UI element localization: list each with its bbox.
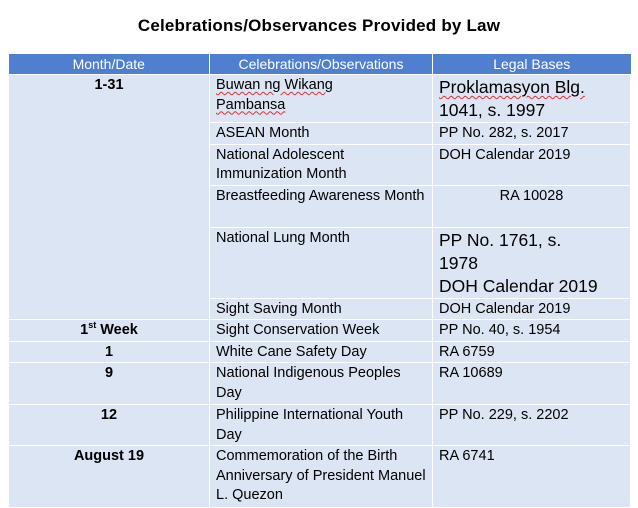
column-header-legal-bases: Legal Bases <box>432 54 631 75</box>
date-cell: 1st Week <box>8 319 210 342</box>
date-ordinal-suffix: st <box>88 320 97 331</box>
legal-basis-cell: PP No. 1761, s. 1978 DOH Calendar 2019 <box>432 226 631 299</box>
legal-basis-text: 1978 <box>439 252 478 273</box>
column-header-month-date: Month/Date <box>8 54 210 75</box>
date-number: 1 <box>80 322 89 338</box>
celebration-cell: Buwan ng Wikang Pambansa <box>209 74 433 123</box>
table-row: 12 Philippine International Youth Day PP… <box>8 404 631 446</box>
celebration-cell: National Adolescent Immunization Month <box>209 143 433 186</box>
legal-basis-text: 1041, s. 1997 <box>439 100 546 120</box>
celebration-text: Buwan ng Wikang <box>216 77 333 93</box>
legal-basis-cell: PP No. 40, s. 1954 <box>432 319 631 342</box>
legal-basis-cell: RA 6759 <box>432 340 631 363</box>
legal-basis-text: PP No. 1761, s. <box>439 229 562 250</box>
table-row: Sight Saving Month DOH Calendar 2019 <box>9 297 631 320</box>
legal-basis-cell: PP No. 282, s. 2017 <box>432 122 631 145</box>
celebration-cell: National Indigenous Peoples Day <box>209 362 433 405</box>
celebration-cell: Commemoration of the Birth Anniversary o… <box>209 445 433 508</box>
legal-basis-cell: RA 6741 <box>432 445 631 508</box>
celebration-cell: National Lung Month <box>209 226 433 299</box>
legal-basis-cell: DOH Calendar 2019 <box>432 143 631 186</box>
table-header-row: Month/Date Celebrations/Observations Leg… <box>8 54 631 75</box>
table-row: National Adolescent Immunization Month D… <box>9 143 631 186</box>
table-row: Breastfeeding Awareness Month RA 10028 <box>9 184 631 228</box>
date-suffix-text: Week <box>96 322 138 338</box>
celebration-cell: Breastfeeding Awareness Month <box>209 184 433 228</box>
table-row: 1-31 Buwan ng Wikang Pambansa Proklamasy… <box>8 74 631 320</box>
celebration-text: Pambansa <box>216 96 286 113</box>
date-cell: 12 <box>8 404 210 446</box>
celebration-cell: ASEAN Month <box>209 122 433 145</box>
table-row: 1st Week Sight Conservation Week PP No. … <box>8 319 631 342</box>
column-header-celebrations: Celebrations/Observations <box>209 54 433 75</box>
table-row: ASEAN Month PP No. 282, s. 2017 <box>9 122 631 145</box>
document-title: Celebrations/Observances Provided by Law <box>137 16 501 35</box>
table-row: 9 National Indigenous Peoples Day RA 106… <box>8 362 631 405</box>
date-cell: 9 <box>8 362 210 405</box>
date-cell: 1 <box>8 340 210 363</box>
table-row: August 19 Commemoration of the Birth Ann… <box>8 445 631 508</box>
celebration-cell: Philippine International Youth Day <box>209 404 433 446</box>
date-cell: August 19 <box>8 445 210 508</box>
legal-basis-cell: PP No. 229, s. 2202 <box>432 404 631 446</box>
celebration-cell: Sight Saving Month <box>209 297 433 320</box>
legal-basis-text: DOH Calendar 2019 <box>439 275 598 296</box>
legal-basis-text: Proklamasyon Blg. <box>439 77 585 97</box>
legal-basis-cell: Proklamasyon Blg. 1041, s. 1997 <box>432 74 631 123</box>
observances-table: Month/Date Celebrations/Observations Leg… <box>8 54 631 508</box>
celebration-cell: White Cane Safety Day <box>209 340 433 363</box>
table-row: National Lung Month PP No. 1761, s. 1978… <box>9 226 631 299</box>
date-cell: 1-31 <box>8 74 210 320</box>
legal-basis-cell: RA 10689 <box>432 362 631 405</box>
legal-basis-cell: DOH Calendar 2019 <box>432 297 631 320</box>
celebration-cell: Sight Conservation Week <box>209 319 433 342</box>
table-row: 1 White Cane Safety Day RA 6759 <box>8 340 631 363</box>
legal-basis-cell: RA 10028 <box>432 184 631 228</box>
